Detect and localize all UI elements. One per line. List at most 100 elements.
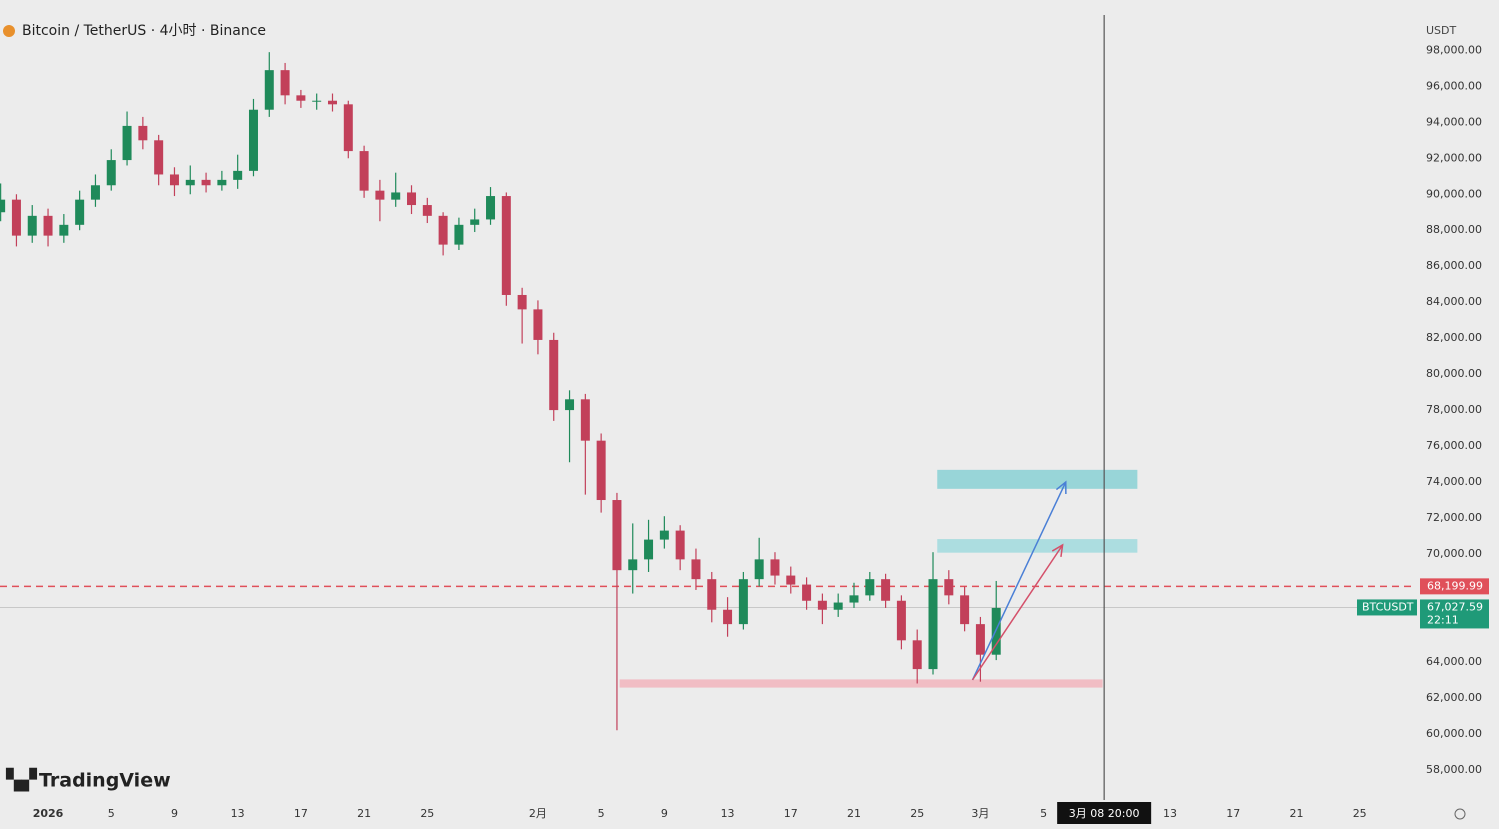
candle-body xyxy=(438,215,448,245)
x-tick-label: 25 xyxy=(420,807,434,820)
y-tick-label: 84,000.00 xyxy=(1426,295,1482,308)
candle-body xyxy=(122,125,132,161)
candle-body xyxy=(881,579,891,601)
candle-body xyxy=(11,199,21,236)
candle-body xyxy=(233,170,243,180)
arrow-head xyxy=(1055,480,1067,495)
y-tick-label: 98,000.00 xyxy=(1426,43,1482,56)
candle-body xyxy=(185,179,195,186)
candle-body xyxy=(896,600,906,641)
candle-body xyxy=(27,215,37,236)
currency[interactable]: USDT xyxy=(1426,24,1457,37)
x-tick-label: 17 xyxy=(784,807,798,820)
x-tick-label: 5 xyxy=(108,807,115,820)
x-tick-label: 17 xyxy=(1226,807,1240,820)
candle-body xyxy=(754,559,764,580)
brand: TradingView xyxy=(39,770,171,792)
y-tick-label: 70,000.00 xyxy=(1426,547,1482,560)
candle-body xyxy=(849,595,859,603)
crosshair-label: 3月 08 20:00 xyxy=(1069,807,1140,820)
candle-body xyxy=(201,179,211,186)
price-label-box xyxy=(1420,599,1489,629)
x-tick-label: 3月 xyxy=(971,807,989,820)
candle-body xyxy=(501,196,511,295)
candle-body xyxy=(422,205,432,216)
candle-body xyxy=(486,196,496,220)
y-tick-label: 94,000.00 xyxy=(1426,115,1482,128)
candle-body xyxy=(675,530,685,560)
candle-body xyxy=(817,600,827,610)
x-tick-label: 13 xyxy=(1163,807,1177,820)
candle-body xyxy=(375,190,385,200)
chart-title: Bitcoin / TetherUS · 4小时 · Binance xyxy=(22,23,266,39)
candle-body xyxy=(865,579,875,596)
y-tick-label: 60,000.00 xyxy=(1426,727,1482,740)
brand-logo: ▚▞ xyxy=(5,768,37,792)
candle-body xyxy=(565,399,575,411)
y-tick-label: 96,000.00 xyxy=(1426,79,1482,92)
y-tick-label: 86,000.00 xyxy=(1426,259,1482,272)
candle-body xyxy=(343,104,353,152)
candle-body xyxy=(691,559,701,580)
candle-body xyxy=(327,100,337,105)
candle-body xyxy=(723,609,733,625)
candle-body xyxy=(407,192,417,206)
candle-body xyxy=(644,539,654,560)
candle-body xyxy=(833,602,843,610)
x-tick-label: 21 xyxy=(1289,807,1303,820)
y-tick-label: 64,000.00 xyxy=(1426,655,1482,668)
candle-body xyxy=(707,579,717,610)
x-tick-label: 25 xyxy=(1353,807,1367,820)
price-label-box xyxy=(1420,578,1489,595)
symbol-box xyxy=(1357,599,1417,616)
candle-body xyxy=(928,579,938,670)
x-tick-label: 9 xyxy=(171,807,178,820)
candle-body xyxy=(154,140,164,175)
candle-body xyxy=(912,640,922,670)
candle-body xyxy=(580,399,590,441)
countdown: 22:11 xyxy=(1427,613,1459,626)
x-tick-label: 5 xyxy=(1040,807,1047,820)
candle-body xyxy=(169,174,179,186)
candle-body xyxy=(770,559,780,576)
arrow xyxy=(971,544,1064,681)
candle-body xyxy=(454,224,464,245)
settings-icon[interactable] xyxy=(1454,808,1466,820)
candle-body xyxy=(264,70,274,110)
candle-body xyxy=(628,559,638,571)
candle-body xyxy=(138,125,148,141)
candle-body xyxy=(106,160,116,186)
x-tick-label: 9 xyxy=(661,807,668,820)
candle-body xyxy=(960,595,970,625)
y-tick-label: 76,000.00 xyxy=(1426,439,1482,452)
y-tick-label: 78,000.00 xyxy=(1426,403,1482,416)
y-tick-label: 74,000.00 xyxy=(1426,475,1482,488)
y-tick-label: 90,000.00 xyxy=(1426,187,1482,200)
candle-body xyxy=(612,500,622,571)
x-tick-label: 25 xyxy=(910,807,924,820)
candle-body xyxy=(738,579,748,625)
price-label: 67,027.59 xyxy=(1427,600,1483,613)
x-tick-label: 5 xyxy=(598,807,605,820)
candle-body xyxy=(43,215,53,236)
candle-body xyxy=(248,109,258,171)
zone xyxy=(937,469,1138,489)
candle-body xyxy=(470,219,480,225)
candle-body xyxy=(312,100,322,102)
crosshair-label-box xyxy=(1057,802,1152,824)
candle-body xyxy=(549,339,559,411)
candle-body xyxy=(975,624,985,655)
symbol-icon xyxy=(3,25,15,37)
candle-body xyxy=(0,199,6,213)
y-tick-label: 88,000.00 xyxy=(1426,223,1482,236)
arrow-head xyxy=(1051,543,1064,557)
x-tick-label: 21 xyxy=(847,807,861,820)
y-tick-label: 80,000.00 xyxy=(1426,367,1482,380)
candle-body xyxy=(296,95,306,101)
x-tick-label: 2月 xyxy=(529,807,547,820)
y-tick-label: 92,000.00 xyxy=(1426,151,1482,164)
x-tick-label: 2026 xyxy=(33,807,64,820)
candle-body xyxy=(280,70,290,96)
